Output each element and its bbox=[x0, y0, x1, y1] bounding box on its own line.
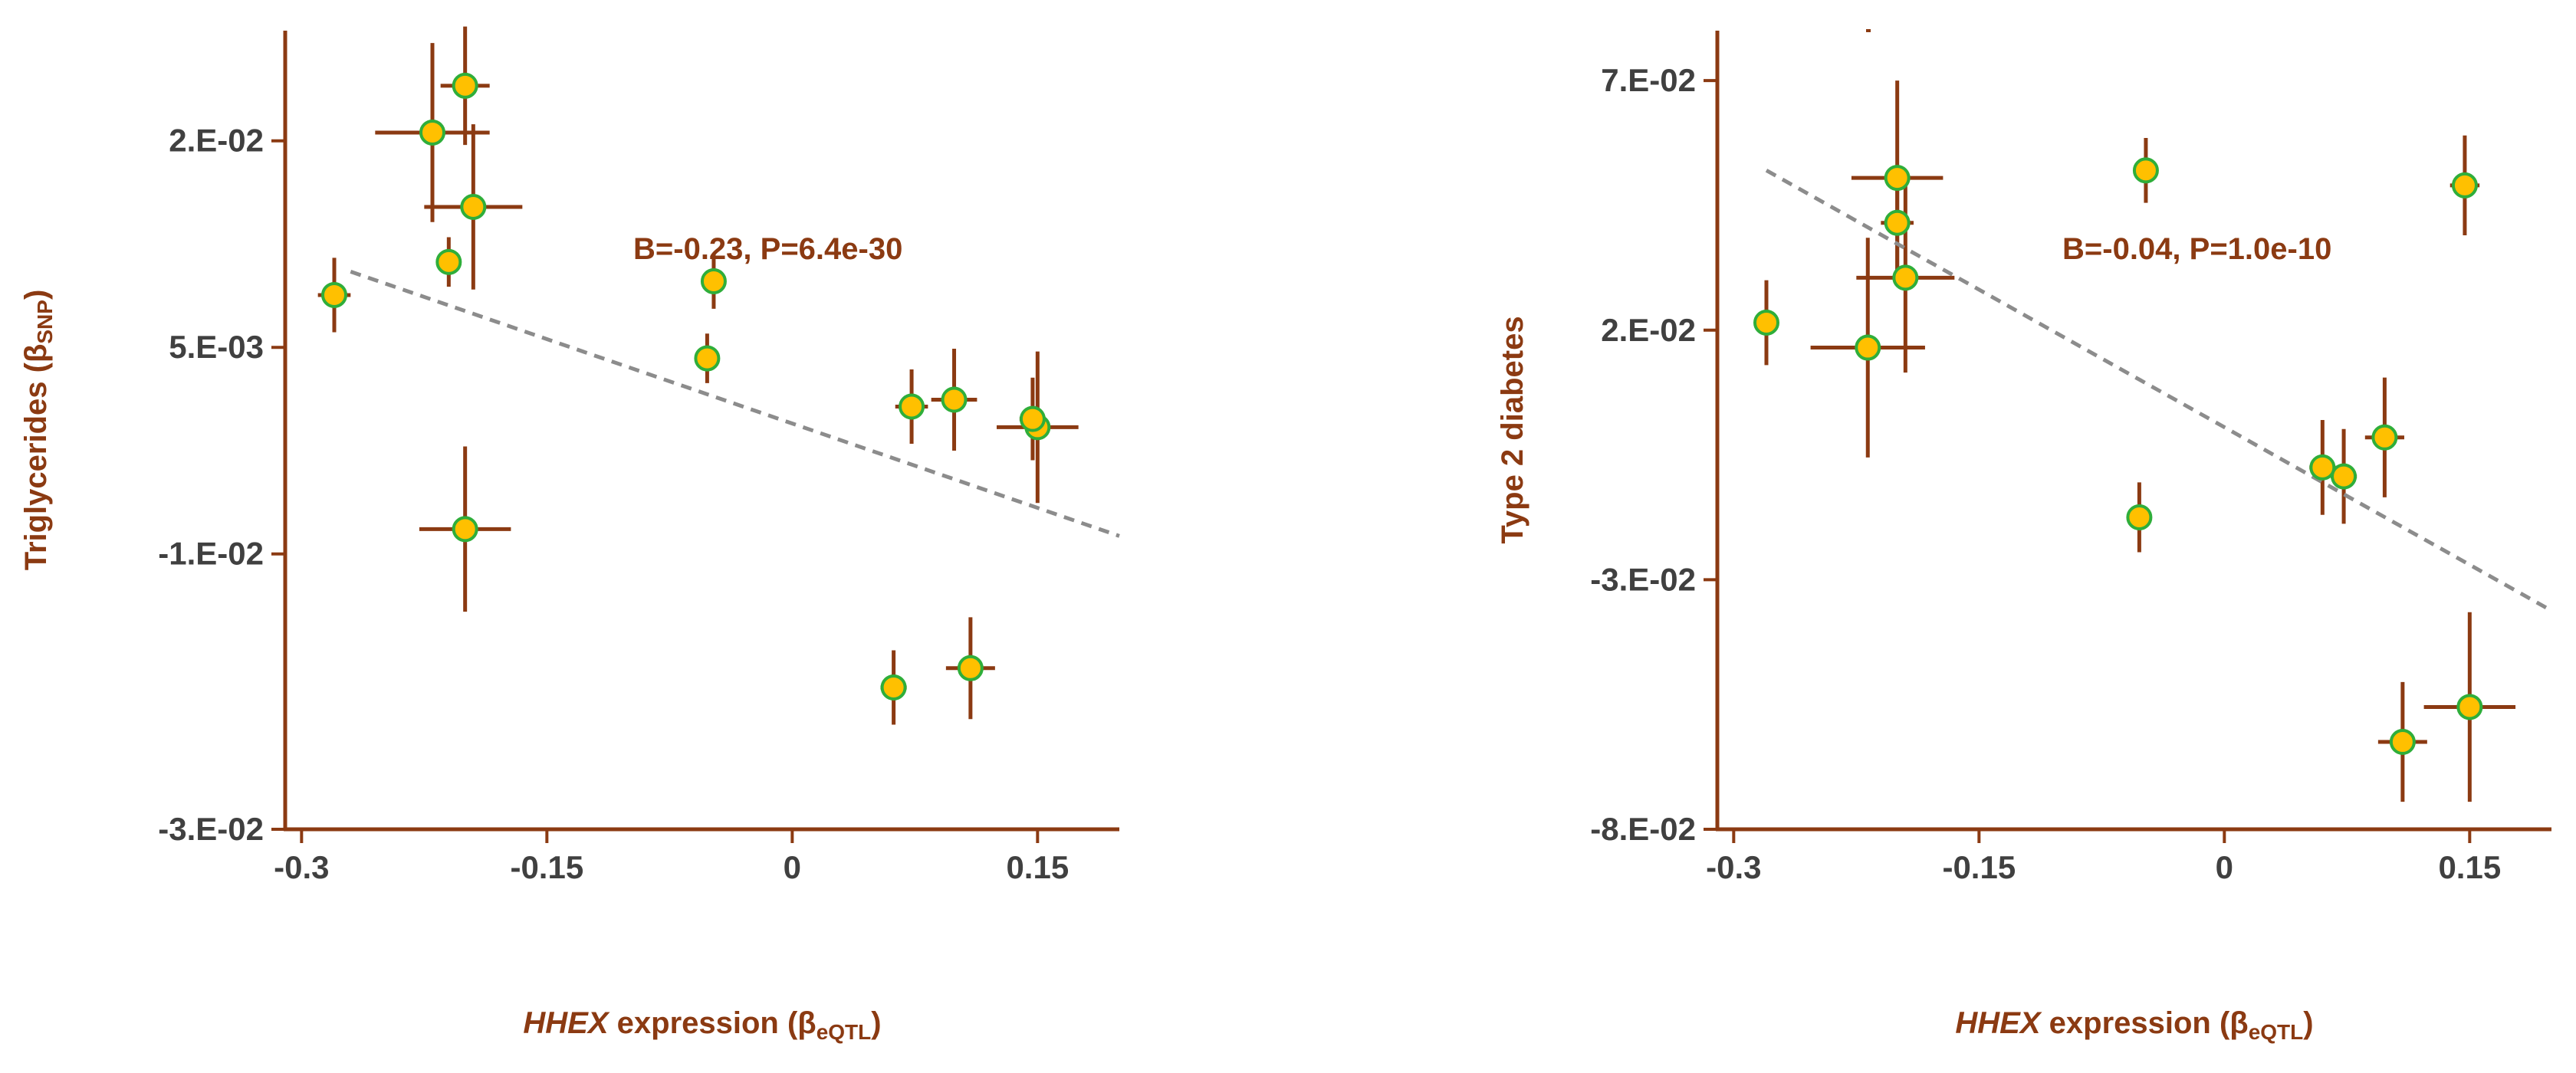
x-tick-label: 0.15 bbox=[2438, 849, 2501, 885]
data-point bbox=[941, 386, 968, 413]
data-point bbox=[452, 72, 478, 99]
type2-diabetes-panel: -8.E-02 -3.E-02 2.E-02 7.E-02 -0.3 -0.15 0 0.1… bbox=[1496, 29, 2553, 1044]
y-tick-label: 5.E-03 bbox=[169, 329, 264, 365]
x-axis-label-main: expression (β bbox=[609, 1006, 816, 1040]
data-point bbox=[2331, 463, 2358, 490]
data-point bbox=[880, 674, 907, 701]
x-axis-label: HHEX expression (βeQTL) bbox=[523, 1006, 881, 1044]
x-tick-label: -0.3 bbox=[274, 849, 329, 885]
y-axis-label: Type 2 diabetes bbox=[1496, 316, 1530, 543]
data-points bbox=[1753, 157, 2483, 756]
data-point bbox=[1884, 209, 1911, 236]
y-tick-label: -3.E-02 bbox=[1590, 561, 1696, 597]
data-point bbox=[2456, 694, 2483, 720]
data-point bbox=[452, 516, 478, 543]
y-ticks: -3.E-02 -1.E-02 5.E-03 2.E-02 bbox=[158, 123, 285, 847]
y-tick-label: 7.E-02 bbox=[1601, 62, 1696, 98]
data-point bbox=[694, 345, 721, 372]
regression-annotation: B=-0.23, P=6.4e-30 bbox=[633, 232, 902, 266]
data-point bbox=[957, 655, 984, 681]
data-point bbox=[1753, 309, 1779, 336]
x-tick-label: -0.15 bbox=[1942, 849, 2016, 885]
x-axis-label-subscript: eQTL bbox=[2249, 1020, 2304, 1044]
data-point bbox=[321, 281, 347, 308]
x-ticks: -0.3 -0.15 0 0.15 bbox=[274, 829, 1069, 885]
data-point bbox=[435, 248, 462, 275]
y-axis-label-close: ) bbox=[19, 290, 53, 300]
y-axis-label-subscript: SNP bbox=[33, 300, 57, 344]
data-points bbox=[321, 72, 1051, 701]
data-point bbox=[2132, 157, 2159, 184]
x-tick-label: 0.15 bbox=[1006, 849, 1069, 885]
data-point bbox=[419, 119, 445, 146]
y-tick-label: -1.E-02 bbox=[158, 536, 264, 572]
data-point bbox=[1855, 334, 1881, 361]
data-point bbox=[2389, 729, 2416, 756]
data-point bbox=[2126, 504, 2153, 530]
regression-annotation: B=-0.04, P=1.0e-10 bbox=[2062, 232, 2331, 266]
y-tick-label: -3.E-02 bbox=[158, 811, 264, 847]
y-ticks: -8.E-02 -3.E-02 2.E-02 7.E-02 bbox=[1590, 62, 1717, 847]
trendline bbox=[1765, 169, 2553, 612]
x-axis-label-subscript: eQTL bbox=[816, 1020, 872, 1044]
data-point bbox=[1892, 264, 1919, 291]
x-axis-label-gene: HHEX bbox=[1955, 1006, 2042, 1040]
data-point bbox=[1884, 165, 1911, 192]
data-point bbox=[2309, 454, 2336, 481]
y-tick-label: -8.E-02 bbox=[1590, 811, 1696, 847]
x-axis-label-close: ) bbox=[2303, 1006, 2313, 1040]
y-tick-label: 2.E-02 bbox=[169, 123, 264, 159]
data-point bbox=[700, 267, 727, 294]
trendline bbox=[350, 270, 1120, 538]
data-point bbox=[2371, 424, 2398, 451]
data-point bbox=[460, 193, 487, 220]
x-axis-label-gene: HHEX bbox=[523, 1006, 610, 1040]
error-bars bbox=[1756, 80, 2516, 802]
data-point bbox=[899, 393, 925, 420]
y-axis-label-main: Triglycerides (β bbox=[19, 344, 53, 571]
y-axis-label: Triglycerides (βSNP) bbox=[19, 290, 57, 571]
triglycerides-panel: -3.E-02 -1.E-02 5.E-03 2.E-02 -0.3 -0.15 0 0.1… bbox=[19, 26, 1120, 1044]
x-tick-label: 0 bbox=[2216, 849, 2233, 885]
x-ticks: -0.3 -0.15 0 0.15 bbox=[1706, 829, 2501, 885]
x-tick-label: 0 bbox=[784, 849, 801, 885]
data-point bbox=[2451, 172, 2478, 199]
x-axis-label-main: expression (β bbox=[2041, 1006, 2249, 1040]
y-tick-label: 2.E-02 bbox=[1601, 312, 1696, 348]
x-axis-label: HHEX expression (βeQTL) bbox=[1955, 1006, 2313, 1044]
data-point bbox=[1019, 405, 1046, 432]
x-tick-label: -0.15 bbox=[510, 849, 583, 885]
x-tick-label: -0.3 bbox=[1706, 849, 1761, 885]
x-axis-label-close: ) bbox=[871, 1006, 881, 1040]
